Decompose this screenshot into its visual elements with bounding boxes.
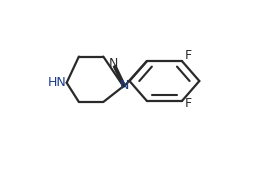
Text: F: F [185, 97, 192, 110]
Text: N: N [109, 57, 118, 70]
Text: N: N [120, 79, 129, 92]
Text: F: F [184, 49, 192, 62]
Text: HN: HN [48, 76, 66, 89]
